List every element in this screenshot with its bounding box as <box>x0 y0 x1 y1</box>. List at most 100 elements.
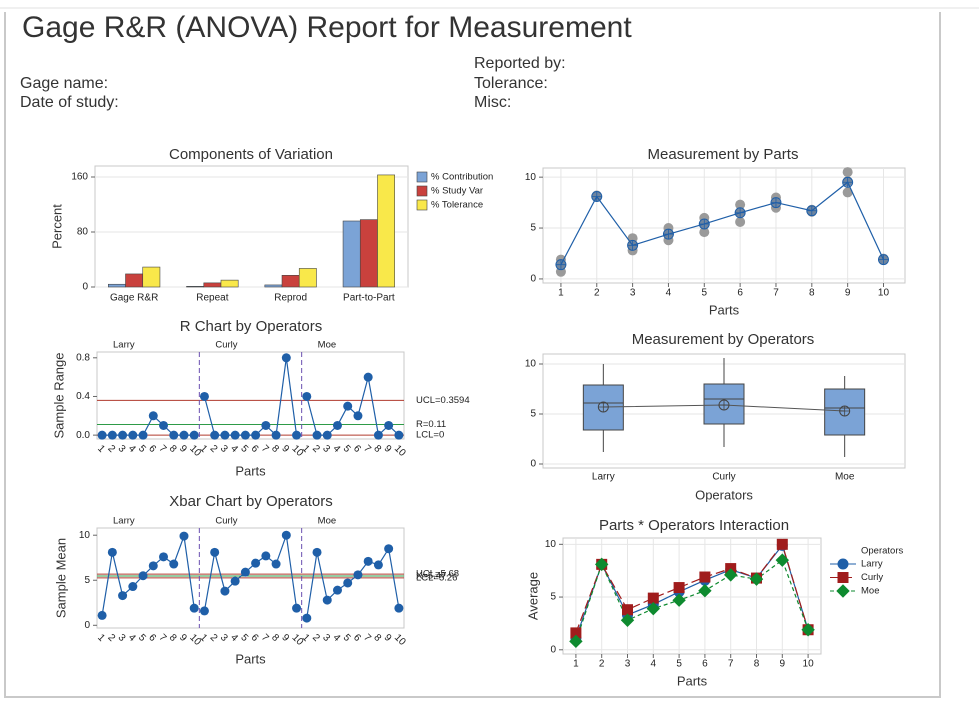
bar <box>298 268 317 288</box>
data-point <box>384 544 394 554</box>
plot-area <box>96 351 405 440</box>
series-line <box>575 544 809 639</box>
data-point <box>343 578 353 588</box>
x-tick-label: 2 <box>105 443 117 455</box>
marker-cross <box>806 205 817 216</box>
data-point <box>312 547 322 557</box>
data-point <box>622 604 633 616</box>
data-point <box>261 420 271 430</box>
x-tick-label: 10 <box>392 443 408 459</box>
data-point <box>698 584 712 598</box>
legend-label: % Study Var <box>431 186 483 197</box>
x-tick-label: 4 <box>330 443 342 455</box>
group-label: Moe <box>318 516 336 527</box>
x-tick-label: 3 <box>116 443 128 455</box>
data-point <box>569 634 583 649</box>
x-tick-label: 2 <box>105 632 117 644</box>
x-tick-label: 5 <box>136 632 148 644</box>
series-line <box>575 559 809 642</box>
data-point <box>384 420 394 430</box>
data-point <box>620 613 635 627</box>
y-tick-label: 0 <box>550 644 556 655</box>
data-point <box>148 561 158 571</box>
plot-area <box>542 167 906 284</box>
x-tick-label: 6 <box>351 443 363 455</box>
y-tick-label: 0 <box>530 459 536 470</box>
observation <box>842 187 853 198</box>
data-point <box>230 430 240 440</box>
header-field: Date of study: <box>20 94 119 111</box>
data-point <box>673 582 685 594</box>
x-tick-label: 6 <box>737 288 743 299</box>
x-tick-label: 2 <box>208 443 220 455</box>
x-tick-label: 9 <box>177 632 189 644</box>
data-point <box>699 571 711 583</box>
x-tick-label: 9 <box>177 443 189 455</box>
legend-label: Curly <box>861 572 883 583</box>
y-tick-label: 0.8 <box>76 352 90 363</box>
observation <box>663 223 674 234</box>
control-limit-label: R=0.11 <box>416 419 446 430</box>
data-point <box>251 558 261 568</box>
data-point <box>363 556 373 566</box>
x-tick-label: 10 <box>392 632 408 648</box>
data-point <box>199 391 209 401</box>
data-point <box>128 430 138 440</box>
data-point <box>353 570 363 580</box>
legend-marker <box>837 572 849 583</box>
x-tick-label: 7 <box>773 288 779 299</box>
marker-cross <box>719 400 729 410</box>
data-point <box>302 613 312 623</box>
report-frame <box>4 12 941 698</box>
x-tick-label: 3 <box>630 288 636 299</box>
data-point <box>261 551 271 561</box>
x-tick-label: 3 <box>320 443 332 455</box>
x-tick-label: 7 <box>259 443 271 455</box>
x-tick-label: 9 <box>845 288 851 299</box>
chart-title: Xbar Chart by Operators <box>169 493 332 510</box>
series-line <box>101 535 195 616</box>
x-tick-label: 5 <box>238 632 250 644</box>
x-tick-label: 8 <box>754 659 760 670</box>
y-axis-label: Average <box>525 572 540 620</box>
bar <box>142 266 161 288</box>
data-point <box>210 547 220 557</box>
marker-cross <box>591 191 602 202</box>
series-line <box>203 535 298 611</box>
data-point <box>322 595 332 605</box>
data-point <box>312 430 322 440</box>
x-tick-label: Repeat <box>196 293 228 304</box>
y-tick-label: 10 <box>525 172 537 183</box>
legend-marker <box>836 584 850 598</box>
data-point <box>240 430 250 440</box>
y-tick-label: 10 <box>525 359 537 370</box>
y-tick-label: 5 <box>84 575 90 586</box>
x-tick-label: 1 <box>95 632 107 644</box>
data-point <box>373 560 383 570</box>
x-tick-label: 1 <box>95 443 107 455</box>
y-tick-label: 5 <box>550 592 556 603</box>
x-tick-label: 7 <box>259 632 271 644</box>
x-tick-label: 2 <box>310 443 322 455</box>
data-point <box>775 553 790 567</box>
data-point <box>394 603 404 613</box>
data-point <box>646 601 661 616</box>
chart-title: Parts * Operators Interaction <box>599 517 789 534</box>
data-point <box>118 591 128 601</box>
group-label: Curly <box>215 340 237 351</box>
x-tick-label: 4 <box>666 288 672 299</box>
data-point <box>292 430 302 440</box>
data-point <box>169 430 179 440</box>
x-tick-label: 10 <box>878 288 890 299</box>
data-point <box>220 430 230 440</box>
data-point <box>179 531 189 541</box>
x-tick-label: Reprod <box>274 293 307 304</box>
bar <box>203 282 222 288</box>
data-point <box>220 586 230 596</box>
header-field: Tolerance: <box>474 75 548 92</box>
control-limit-label: LCL=5.26 <box>416 572 457 583</box>
data-point <box>749 572 764 586</box>
data-point <box>107 547 117 557</box>
mean-line <box>560 181 885 265</box>
